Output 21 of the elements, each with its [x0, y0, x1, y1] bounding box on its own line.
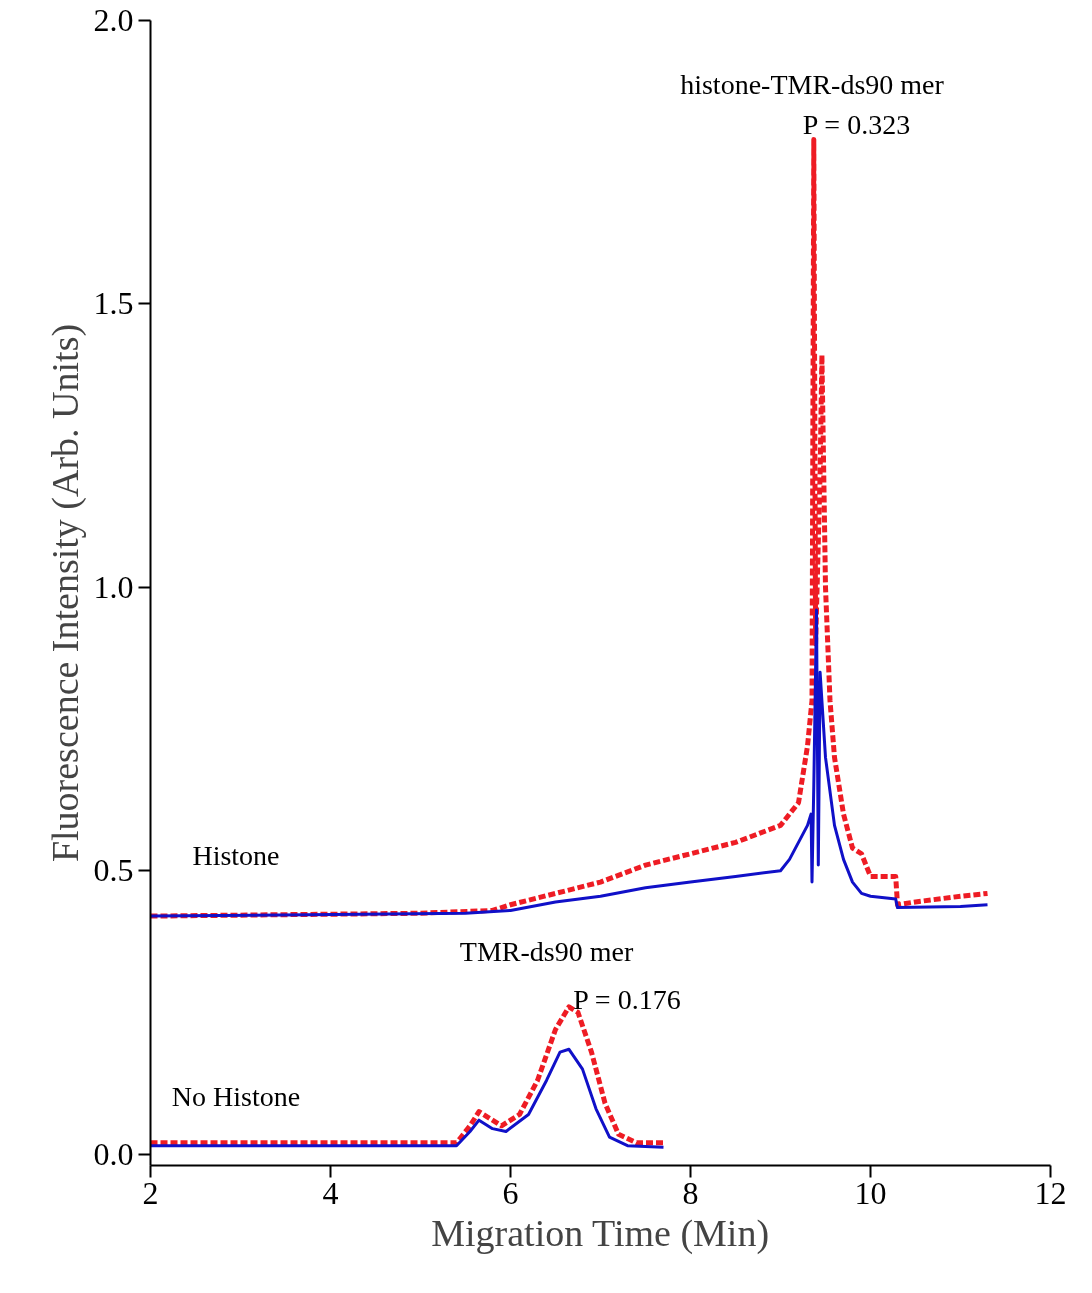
- x-tick-label: 12: [1034, 1174, 1067, 1211]
- y-tick-label: 2.0: [93, 2, 134, 38]
- line-series: [150, 1047, 665, 1149]
- y-tick-label: 0.5: [93, 852, 134, 889]
- x-tick-label: 6: [502, 1174, 519, 1211]
- y-tick-label: 0.0: [93, 1135, 134, 1172]
- x-tick-label: 10: [854, 1174, 887, 1211]
- y-axis-title: Fluorescence Intensity (Arb. Units): [43, 323, 87, 863]
- line-series: [150, 608, 989, 918]
- y-tick-label: 1.5: [93, 285, 134, 322]
- annotation: TMR-ds90 mer: [459, 936, 634, 968]
- x-tick-label: 2: [142, 1174, 159, 1211]
- annotation: Histone: [192, 839, 280, 871]
- x-tick-label: 8: [682, 1174, 699, 1211]
- x-tick-label: 4: [322, 1174, 339, 1211]
- y-tick-label: 1.0: [93, 568, 134, 605]
- annotation: P = 0.323: [802, 108, 911, 140]
- annotation: P = 0.176: [573, 984, 681, 1016]
- x-axis-title: Migration Time (Min): [431, 1211, 770, 1255]
- annotation: histone-TMR-ds90 mer: [680, 68, 945, 100]
- annotation: No Histone: [171, 1080, 301, 1112]
